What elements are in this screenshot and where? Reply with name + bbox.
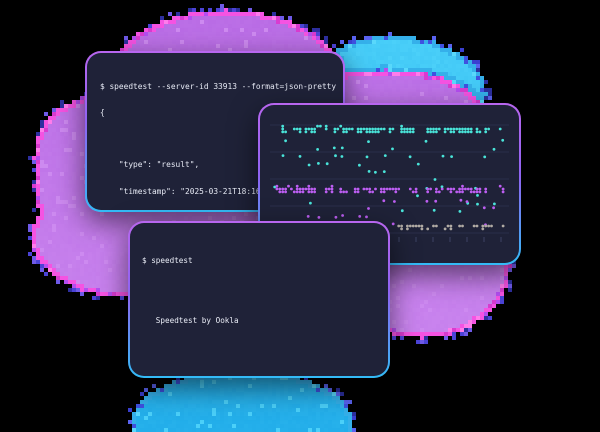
terminal-line (142, 286, 377, 296)
terminal-line: "timestamp": "2025-03-21T18:16:36Z", (100, 186, 289, 196)
terminal-json-output: $ speedtest --server-id 33913 --format=j… (100, 65, 336, 210)
terminal-result-body: $ speedtest Speedtest by Ookla Server: A… (130, 223, 388, 376)
terminal-command-line: $ speedtest --server-id 33913 --format=j… (100, 81, 337, 91)
terminal-result-output: $ speedtest Speedtest by Ookla Server: A… (142, 236, 377, 376)
terminal-command-line: $ speedtest (142, 256, 193, 265)
terminal-line (142, 346, 377, 356)
terminal-line: { (100, 107, 105, 117)
terminal-window-result: $ speedtest Speedtest by Ookla Server: A… (128, 221, 390, 378)
terminal-line: Speedtest by Ookla (142, 316, 239, 325)
terminal-line: "type": "result", (100, 160, 200, 170)
